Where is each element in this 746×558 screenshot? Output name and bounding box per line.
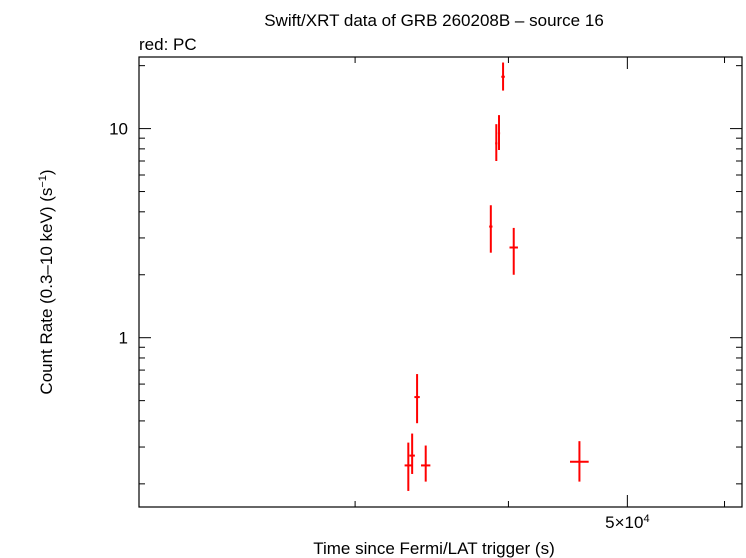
chart-subtitle: red: PC [139,35,197,54]
axis-ticks [139,57,742,507]
data-points [404,62,589,491]
data-point [414,374,420,424]
y-tick-label: 1 [119,329,128,348]
data-point [509,227,518,275]
x-axis-title: Time since Fermi/LAT trigger (s) [313,539,555,558]
y-axis-title-main: Count Rate (0.3–10 keV) (s [37,188,56,395]
tick-labels: 1 10 5×104 [109,120,649,532]
data-point [421,445,431,482]
x-tick-label-mantissa: 5×10 [605,513,643,532]
data-point [409,433,415,474]
plot-frame [138,56,743,508]
chart-title: Swift/XRT data of GRB 260208B – source 1… [264,11,604,30]
y-axis-title: Count Rate (0.3–10 keV) (s−1) [37,169,56,394]
data-point [489,205,493,253]
data-point [497,115,501,151]
y-tick-label: 10 [109,120,128,139]
data-point [495,124,498,161]
data-point [501,62,505,91]
data-point [570,441,589,482]
y-axis-title-close: ) [37,169,56,175]
x-tick-label-exponent: 4 [643,513,649,525]
x-tick-label: 5×104 [605,513,649,532]
y-axis-title-sup: −1 [37,175,49,188]
data-point [404,442,412,491]
